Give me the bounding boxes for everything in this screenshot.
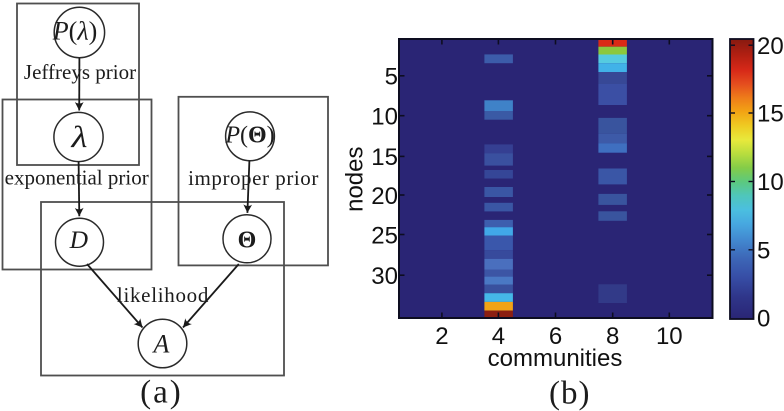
svg-text:P(Θ): P(Θ) [224,122,274,148]
svg-text:30: 30 [371,263,398,290]
svg-text:20: 20 [371,183,398,210]
svg-text:15: 15 [371,144,398,171]
svg-text:improper prior: improper prior [188,166,319,190]
svg-text:0: 0 [757,306,770,333]
svg-text:communities: communities [488,345,623,372]
svg-text:nodes: nodes [342,147,369,212]
svg-text:P(λ): P(λ) [52,17,98,46]
svg-text:5: 5 [385,64,398,91]
svg-text:10: 10 [757,169,784,196]
svg-text:25: 25 [371,222,398,249]
svg-text:2: 2 [435,323,448,350]
svg-text:6: 6 [549,323,562,350]
svg-text:exponential prior: exponential prior [5,166,149,190]
svg-text:likelihood: likelihood [117,283,209,307]
svg-text:10: 10 [371,104,398,131]
svg-text:10: 10 [656,323,683,350]
svg-text:Jeffreys prior: Jeffreys prior [24,60,136,84]
svg-text:(a): (a) [140,375,183,411]
svg-text:λ: λ [70,119,87,154]
svg-text:4: 4 [492,323,505,350]
svg-text:5: 5 [757,238,770,265]
svg-text:A: A [151,330,169,359]
svg-text:Θ: Θ [238,227,257,253]
svg-text:D: D [69,225,89,254]
svg-text:15: 15 [757,101,784,128]
svg-text:(b): (b) [549,376,590,411]
svg-text:8: 8 [606,323,619,350]
svg-text:20: 20 [757,33,784,60]
